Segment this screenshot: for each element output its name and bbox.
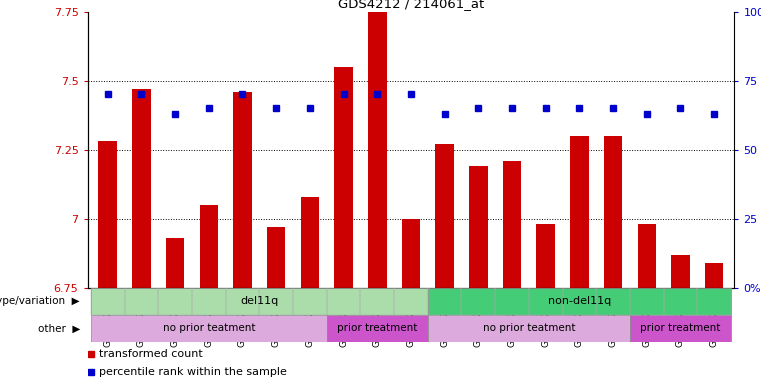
- Bar: [132, 89, 151, 288]
- Text: transformed count: transformed count: [99, 349, 202, 359]
- Text: no prior teatment: no prior teatment: [163, 323, 255, 333]
- Bar: [226, 288, 260, 315]
- Bar: [91, 288, 428, 315]
- Bar: [705, 263, 724, 288]
- Bar: [166, 238, 184, 288]
- Bar: [461, 288, 495, 315]
- Bar: [428, 288, 461, 315]
- Bar: [233, 92, 252, 288]
- Bar: [428, 315, 630, 342]
- Text: no prior teatment: no prior teatment: [482, 323, 575, 333]
- Bar: [158, 288, 192, 315]
- Bar: [199, 205, 218, 288]
- Bar: [192, 288, 226, 315]
- Bar: [368, 12, 387, 288]
- Bar: [503, 161, 521, 288]
- Text: percentile rank within the sample: percentile rank within the sample: [99, 366, 287, 377]
- Bar: [570, 136, 589, 288]
- Bar: [529, 288, 562, 315]
- Bar: [91, 315, 326, 342]
- Bar: [435, 144, 454, 288]
- Bar: [394, 288, 428, 315]
- Bar: [301, 197, 319, 288]
- Text: prior treatment: prior treatment: [337, 323, 418, 333]
- Bar: [98, 141, 117, 288]
- Bar: [428, 288, 731, 315]
- Bar: [603, 136, 622, 288]
- Bar: [638, 224, 656, 288]
- Bar: [260, 288, 293, 315]
- Bar: [630, 288, 664, 315]
- Bar: [402, 219, 420, 288]
- Bar: [469, 166, 488, 288]
- Text: other  ▶: other ▶: [37, 323, 80, 333]
- Title: GDS4212 / 214061_at: GDS4212 / 214061_at: [338, 0, 484, 10]
- Bar: [326, 315, 428, 342]
- Bar: [664, 288, 697, 315]
- Bar: [293, 288, 326, 315]
- Bar: [361, 288, 394, 315]
- Bar: [267, 227, 285, 288]
- Bar: [562, 288, 596, 315]
- Bar: [537, 224, 555, 288]
- Bar: [697, 288, 731, 315]
- Bar: [495, 288, 529, 315]
- Bar: [91, 288, 125, 315]
- Bar: [125, 288, 158, 315]
- Text: del11q: del11q: [240, 296, 279, 306]
- Bar: [596, 288, 630, 315]
- Text: prior treatment: prior treatment: [640, 323, 721, 333]
- Bar: [334, 67, 353, 288]
- Text: genotype/variation  ▶: genotype/variation ▶: [0, 296, 80, 306]
- Bar: [326, 288, 361, 315]
- Bar: [671, 255, 689, 288]
- Text: non-del11q: non-del11q: [548, 296, 611, 306]
- Bar: [630, 315, 731, 342]
